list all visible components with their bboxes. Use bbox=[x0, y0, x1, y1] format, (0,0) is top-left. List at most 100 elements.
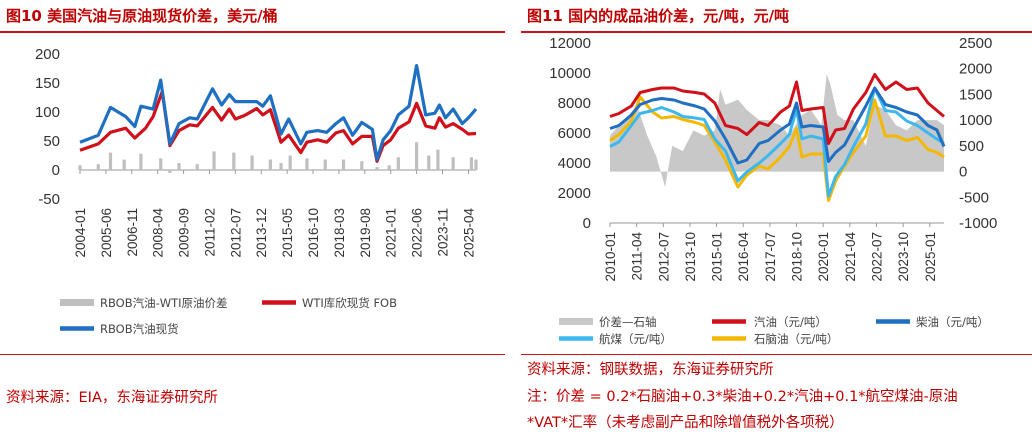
spread-bar bbox=[279, 163, 283, 170]
x-tick-label: 2018-03 bbox=[332, 208, 347, 258]
x-tick-label: 2011-02 bbox=[202, 208, 217, 257]
x-tick-label: 2005-06 bbox=[99, 208, 114, 258]
legend-swatch-spread bbox=[60, 299, 94, 306]
spread-bar bbox=[195, 164, 199, 170]
x-tick-label: 2016-10 bbox=[306, 208, 321, 258]
jet-fuel-line bbox=[609, 86, 945, 198]
spread-bar bbox=[108, 152, 113, 170]
x-tick-label: 2012-07 bbox=[656, 232, 671, 282]
rbob-line bbox=[79, 63, 478, 162]
x-tick-label: 2016-04 bbox=[736, 232, 751, 282]
y-tick-label-left: 8000 bbox=[558, 95, 591, 112]
y-tick-label-right: 1500 bbox=[959, 86, 992, 103]
x-tick-label: 2015-01 bbox=[710, 232, 725, 282]
legend-swatch-spread bbox=[559, 318, 593, 325]
gasoline-line bbox=[609, 73, 945, 145]
x-tick-label: 2023-10 bbox=[896, 232, 911, 282]
x-tick-label: 2010-01 bbox=[603, 232, 618, 282]
figure-10-chart: -50 0 50 100 150 200 2004-01 2005-06 2006-11 2008… bbox=[35, 46, 478, 336]
spread-bar bbox=[250, 155, 254, 170]
spread-bar bbox=[212, 151, 216, 170]
spread-bar bbox=[323, 159, 327, 170]
spread-bar bbox=[168, 170, 172, 173]
spread-bar bbox=[232, 152, 236, 170]
legend-label-spread: 价差—石轴 bbox=[599, 315, 657, 329]
spread-bar bbox=[78, 165, 82, 170]
y-tick-label-right: 500 bbox=[959, 138, 984, 155]
spread-area bbox=[610, 73, 944, 187]
spread-bar bbox=[387, 165, 391, 170]
x-tick-label: 2019-08 bbox=[358, 208, 373, 258]
spread-bar bbox=[341, 159, 346, 170]
x-tick-label: 2011-04 bbox=[630, 232, 645, 281]
x-tick-label: 2017-07 bbox=[763, 232, 778, 282]
spread-bar bbox=[122, 159, 126, 170]
figure-10-source: 资料来源：EIA，东海证券研究所 bbox=[6, 390, 218, 406]
x-tick-label: 2006-11 bbox=[125, 208, 140, 257]
x-tick-label: 2021-01 bbox=[384, 208, 399, 258]
legend-label-wti: WTI库欣现货 FOB bbox=[302, 296, 397, 310]
y-tick-label-right: 2500 bbox=[959, 35, 992, 52]
y-tick-label-left: 12000 bbox=[549, 35, 591, 52]
y-tick-label-right: 2000 bbox=[959, 61, 992, 78]
x-tick-label: 2009-09 bbox=[177, 208, 192, 258]
legend-label-diesel: 柴油（元/吨） bbox=[916, 315, 989, 329]
spread-bar bbox=[305, 158, 309, 170]
y-tick-label: 0 bbox=[52, 162, 60, 179]
x-tick-label: 2015-05 bbox=[280, 208, 295, 258]
spread-bar bbox=[360, 161, 364, 170]
y-tick-label: 50 bbox=[43, 133, 60, 150]
spread-bar bbox=[451, 157, 455, 170]
spread-bar bbox=[177, 163, 181, 170]
diesel-line bbox=[609, 86, 946, 165]
legend-label-naphtha: 石脑油（元/吨） bbox=[754, 332, 838, 346]
x-tick-label: 2022-06 bbox=[410, 208, 425, 258]
spread-bar bbox=[288, 155, 292, 170]
figure-11-bottom-rule bbox=[521, 354, 1032, 355]
figure-11-note-line1: 注：价差 = 0.2*石脑油+0.3*柴油+0.2*汽油+0.1*航空煤油-原油 bbox=[527, 389, 958, 405]
y-tick-label: 150 bbox=[35, 75, 60, 92]
naphtha-line bbox=[609, 95, 945, 202]
figure-11-source: 资料来源：钢联数据，东海证券研究所 bbox=[527, 362, 774, 378]
x-tick-label: 2023-11 bbox=[435, 208, 450, 257]
y-tick-label: 200 bbox=[35, 46, 60, 63]
y-tick-label-right: -500 bbox=[959, 189, 989, 206]
figure-11-title: 图11 国内的成品油价差，元/吨，元/吨 bbox=[527, 7, 790, 25]
y-tick-label-left: 2000 bbox=[558, 185, 591, 202]
y-tick-label-right: 1000 bbox=[959, 112, 992, 129]
spread-bar bbox=[474, 159, 478, 170]
x-tick-label: 2018-10 bbox=[790, 232, 805, 282]
figure-10-bottom-rule bbox=[0, 354, 505, 355]
x-tick-label: 2021-04 bbox=[843, 232, 858, 282]
y-tick-label-right: -1000 bbox=[959, 215, 997, 232]
spread-bar bbox=[427, 155, 431, 170]
x-tick-label: 2020-01 bbox=[816, 232, 831, 282]
x-tick-label: 2025-04 bbox=[461, 208, 476, 258]
y-tick-label-left: 10000 bbox=[549, 65, 591, 82]
y-tick-label-left: 6000 bbox=[558, 125, 591, 142]
legend-label-spread: RBOB汽油-WTI原油价差 bbox=[100, 296, 228, 310]
spread-bar bbox=[469, 157, 474, 170]
x-tick-label: 2022-07 bbox=[869, 232, 884, 282]
x-tick-label: 2013-10 bbox=[683, 232, 698, 282]
spread-bar bbox=[436, 149, 440, 170]
spread-bar bbox=[268, 159, 272, 170]
x-tick-label: 2008-04 bbox=[151, 208, 166, 258]
spread-bar bbox=[415, 142, 419, 170]
legend-label-gasoline: 汽油（元/吨） bbox=[754, 315, 827, 329]
x-tick-label: 2004-01 bbox=[73, 208, 88, 258]
spread-bar bbox=[396, 157, 400, 170]
figure-11-chart: 0 2000 4000 6000 8000 10000 12000 -1000 -500 0 500… bbox=[549, 35, 997, 346]
legend-label-jet: 航煤（元/吨） bbox=[599, 332, 672, 346]
x-tick-label: 2025-01 bbox=[923, 232, 938, 282]
figure-11-note-line2: *VAT*汇率（未考虑副产品和除增值税外各项税） bbox=[527, 415, 844, 431]
y-tick-label: -50 bbox=[38, 191, 60, 208]
figure-10-title-rule bbox=[0, 31, 505, 33]
spread-bar bbox=[96, 164, 100, 170]
y-tick-label-right: 0 bbox=[959, 164, 967, 181]
y-tick-label-left: 0 bbox=[583, 215, 591, 232]
figure-11-title-rule bbox=[521, 31, 1032, 33]
figure-11-panel: 图11 国内的成品油价差，元/吨，元/吨 0 2000 4000 6000 8000 10… bbox=[521, 0, 1032, 436]
legend-label-rbob: RBOB汽油现货 bbox=[100, 322, 179, 336]
spread-bar bbox=[139, 153, 143, 170]
